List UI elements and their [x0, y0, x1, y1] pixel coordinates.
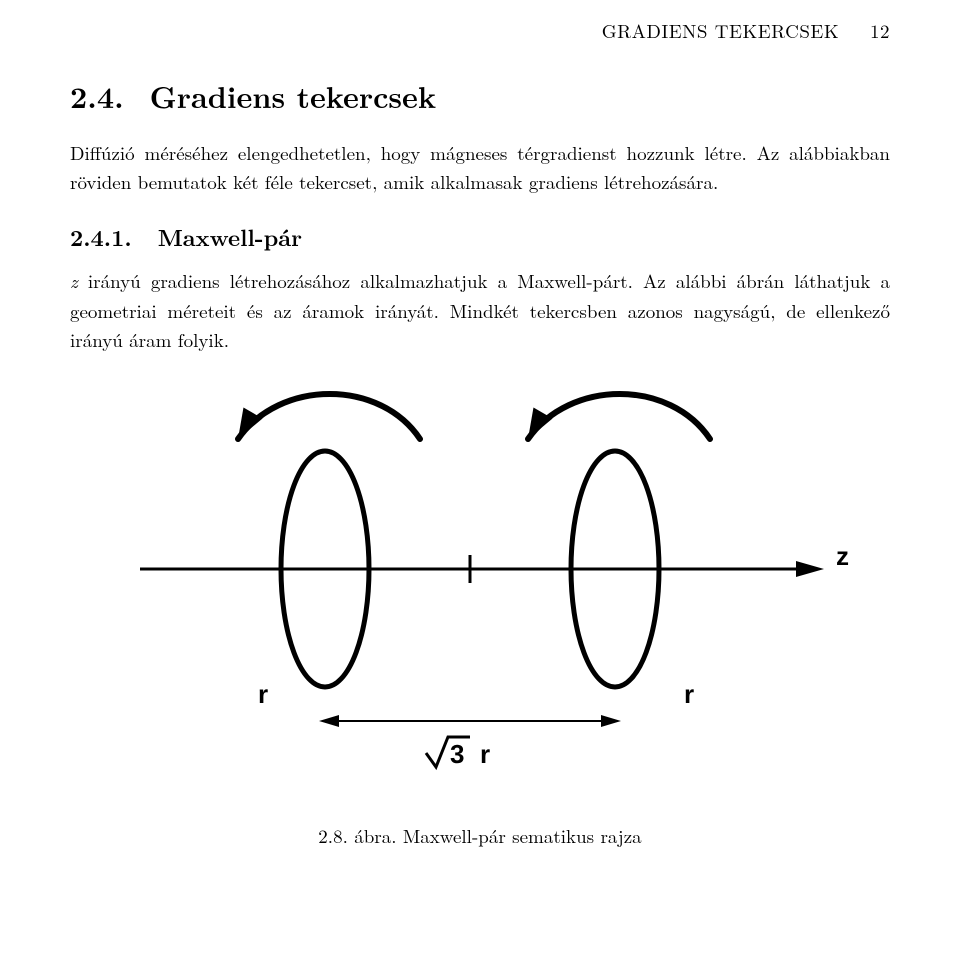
- caption-text: Maxwell-pár sematikus rajza: [403, 822, 642, 849]
- figure-caption: 2.8. ábra. Maxwell-pár sematikus rajza: [70, 821, 890, 850]
- figure: zrr3r 2.8. ábra. Maxwell-pár sematikus r…: [70, 391, 890, 850]
- subsection-number: 2.4.1.: [70, 220, 132, 253]
- section-number: 2.4.: [70, 74, 124, 117]
- section-title: Gradiens tekercsek: [150, 74, 436, 117]
- subsection-paragraph: z irányú gradiens létrehozásához alkalma…: [70, 266, 890, 354]
- section-heading: 2.4. Gradiens tekercsek: [70, 73, 890, 120]
- page-number: 12: [870, 17, 890, 44]
- subsection-rest: irányú gradiens létrehozásához alkalmazh…: [70, 267, 890, 353]
- running-title: GRADIENS TEKERCSEK: [602, 17, 839, 44]
- page: GRADIENS TEKERCSEK 12 2.4. Gradiens teker…: [0, 0, 960, 956]
- caption-label: 2.8. ábra.: [318, 822, 396, 849]
- svg-text:r: r: [258, 679, 268, 709]
- subsection-title: Maxwell-pár: [158, 220, 302, 253]
- maxwell-pair-diagram: zrr3r: [70, 391, 890, 791]
- svg-text:z: z: [836, 541, 849, 571]
- svg-text:r: r: [480, 739, 490, 769]
- running-head: GRADIENS TEKERCSEK 12: [70, 16, 890, 45]
- lead-z: z: [70, 267, 78, 294]
- svg-text:r: r: [684, 679, 694, 709]
- section-paragraph: Diffúzió méréséhez elengedhetetlen, hogy…: [70, 138, 890, 197]
- svg-text:3: 3: [450, 739, 464, 769]
- subsection-heading: 2.4.1. Maxwell-pár: [70, 219, 890, 255]
